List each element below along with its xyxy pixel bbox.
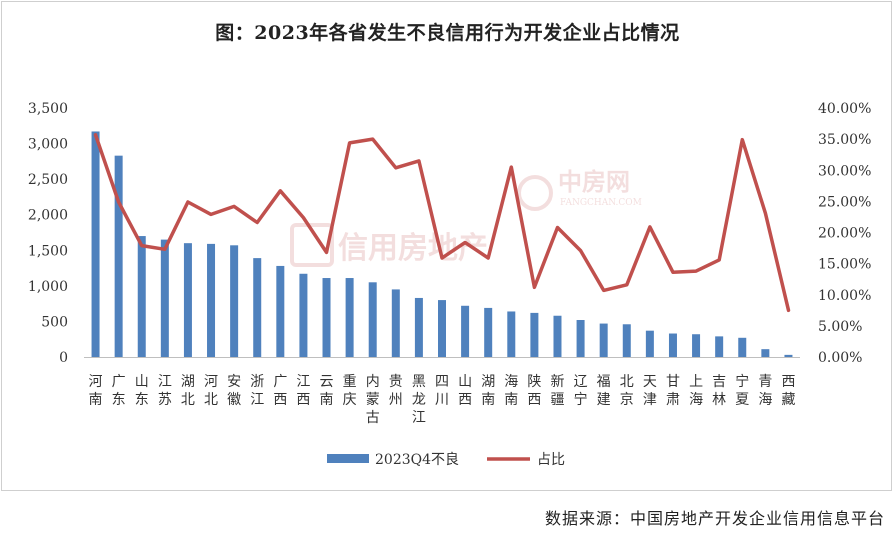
bar <box>530 312 539 357</box>
category-label: 江苏 <box>158 374 172 408</box>
bar <box>276 265 285 357</box>
bar <box>461 305 470 357</box>
bar <box>553 315 562 357</box>
bar <box>784 354 793 357</box>
bar <box>391 289 400 357</box>
source-note: 数据来源：中国房地产开发企业信用信息平台 <box>544 509 885 528</box>
category-label: 广西 <box>273 374 287 408</box>
category-label: 内蒙古 <box>366 374 380 426</box>
category-label: 贵州 <box>389 374 403 408</box>
category-label: 辽宁 <box>574 374 588 408</box>
bar <box>645 330 654 357</box>
bar <box>137 236 146 357</box>
category-label: 浙江 <box>250 374 264 408</box>
y-left-tick-label: 3,500 <box>28 101 68 117</box>
bar <box>183 243 192 357</box>
bar <box>299 273 308 357</box>
y-right-tick-label: 30.00% <box>818 163 871 179</box>
category-label: 宁夏 <box>735 373 749 408</box>
category-label: 云南 <box>320 374 334 408</box>
category-label: 河南 <box>89 374 103 408</box>
category-label: 山东 <box>135 374 149 408</box>
category-label: 上海 <box>689 374 703 408</box>
bar <box>414 297 423 357</box>
bar <box>692 334 701 357</box>
watermark-logo-icon <box>290 223 334 267</box>
watermark-group: 信用房地产 中房网 FANGCHAN.COM <box>290 167 642 267</box>
category-label: 江西 <box>296 374 310 408</box>
bar <box>114 155 123 357</box>
y-left-tick-label: 3,000 <box>28 137 68 153</box>
y-right-tick-label: 40.00% <box>818 101 871 117</box>
y-left-tick-label: 2,500 <box>28 172 68 188</box>
y-right-tick-label: 0.00% <box>818 350 862 366</box>
bar <box>599 323 608 357</box>
category-label: 安徽 <box>227 374 241 408</box>
y-right-tick-label: 15.00% <box>818 257 871 273</box>
legend-bar-label: 2023Q4不良 <box>375 452 459 468</box>
category-label: 吉林 <box>712 374 726 408</box>
legend-line-label: 占比 <box>537 452 565 468</box>
category-label: 广东 <box>112 374 126 408</box>
category-label: 福建 <box>597 374 611 408</box>
y-right-tick-label: 20.00% <box>818 226 871 242</box>
watermark-text: 中房网 <box>558 167 630 196</box>
y-left-tick-label: 1,500 <box>28 243 68 259</box>
y-right-tick-label: 35.00% <box>818 132 871 148</box>
category-label: 西藏 <box>781 374 795 408</box>
y-left-tick-label: 2,000 <box>28 208 68 224</box>
y-right-tick-label: 25.00% <box>818 194 871 210</box>
bar <box>368 282 377 357</box>
bar <box>230 245 239 357</box>
bar <box>207 243 216 357</box>
bar <box>345 278 354 357</box>
category-label: 天津 <box>643 374 657 408</box>
chart-title: 图：2023年各省发生不良信用行为开发企业占比情况 <box>215 22 680 44</box>
category-label: 湖南 <box>481 374 495 408</box>
bar <box>576 320 585 357</box>
watermark-text: FANGCHAN.COM <box>560 198 642 208</box>
category-label: 甘肃 <box>666 374 680 408</box>
category-label: 重庆 <box>343 374 357 408</box>
bar <box>738 337 747 357</box>
category-label: 黑龙江 <box>412 374 426 426</box>
bar <box>622 324 631 357</box>
bar <box>715 336 724 357</box>
category-label: 河北 <box>204 374 218 408</box>
category-label: 青海 <box>758 374 772 408</box>
category-label: 海南 <box>504 374 518 408</box>
bar <box>761 349 770 357</box>
category-label: 山西 <box>458 374 472 408</box>
y-left-tick-label: 1,000 <box>28 279 68 295</box>
bar <box>253 258 262 357</box>
category-label: 四川 <box>435 374 449 408</box>
category-label: 新疆 <box>550 374 564 408</box>
y-left-tick-label: 0 <box>59 350 68 366</box>
bar <box>484 307 493 357</box>
bar <box>668 333 677 357</box>
bar <box>507 311 516 357</box>
bar <box>160 239 169 357</box>
y-right-tick-label: 5.00% <box>818 319 862 335</box>
legend-bar-swatch <box>327 454 369 463</box>
y-left-tick-label: 500 <box>41 314 68 330</box>
category-label: 陕西 <box>527 374 541 408</box>
category-label: 湖北 <box>181 374 195 408</box>
bar <box>91 131 100 357</box>
y-right-tick-label: 10.00% <box>818 288 871 304</box>
watermark-logo-icon <box>517 175 553 211</box>
bar <box>438 300 446 357</box>
category-label: 北京 <box>620 374 634 408</box>
bar <box>322 278 331 357</box>
watermark-text: 信用房地产 <box>338 231 488 266</box>
ratio-line <box>93 133 791 313</box>
